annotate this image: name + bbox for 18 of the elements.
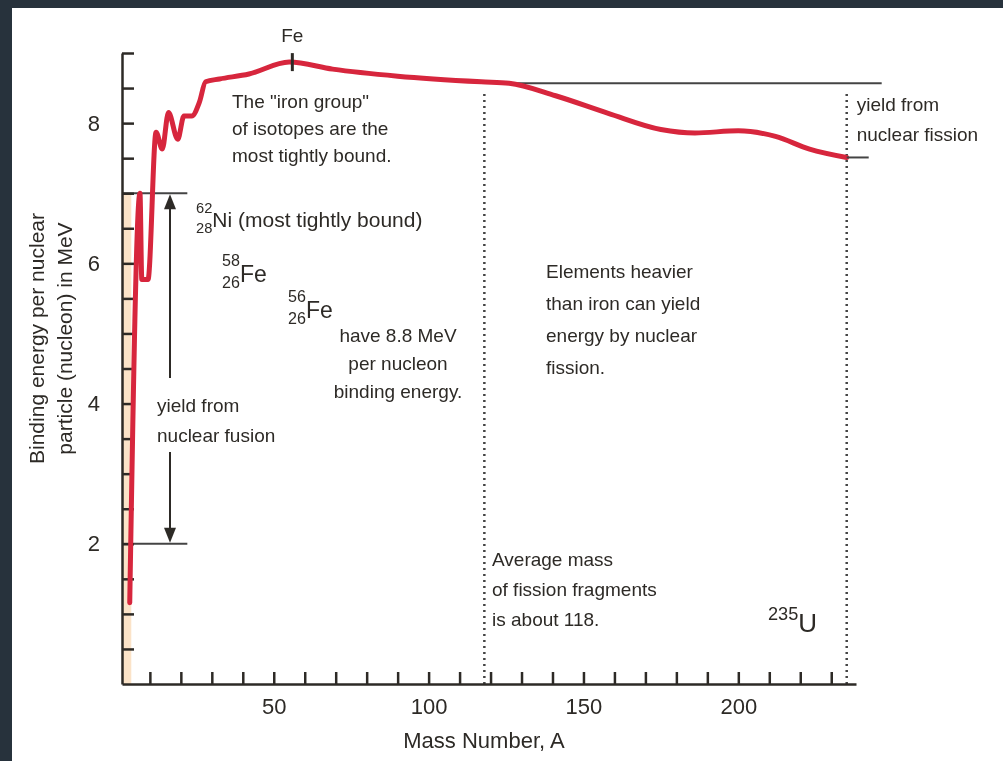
annotation: Fe bbox=[281, 25, 304, 47]
annotation: Average mass of fission fragments is about 118. bbox=[492, 549, 657, 630]
y-tick-label: 8 bbox=[87, 110, 100, 136]
x-tick-label: 50 bbox=[262, 693, 287, 719]
y-tick-label: 2 bbox=[87, 531, 100, 557]
x-tick-label: 100 bbox=[410, 693, 448, 719]
annotation: Elements heavier than iron can yield energy by nuclear fission. bbox=[546, 261, 701, 378]
annotation: have 8.8 MeV per nucleon binding energy. bbox=[333, 325, 463, 402]
annotation: yield from nuclear fission bbox=[856, 94, 979, 146]
x-tick-label: 150 bbox=[565, 693, 603, 719]
y-axis-title: Binding energy per nuclear particle (nucleon) in MeV bbox=[25, 213, 76, 464]
x-axis-title: Mass Number, A bbox=[403, 728, 566, 753]
annotation: yield from nuclear fusion bbox=[157, 395, 276, 446]
y-tick-label: 4 bbox=[87, 391, 100, 417]
annotation: $^{235}$U bbox=[768, 604, 818, 638]
annotation: The "iron group" of isotopes are the most tightly bound. bbox=[232, 91, 392, 166]
y-tick-label: 6 bbox=[87, 250, 100, 276]
x-tick-label: 200 bbox=[720, 693, 758, 719]
